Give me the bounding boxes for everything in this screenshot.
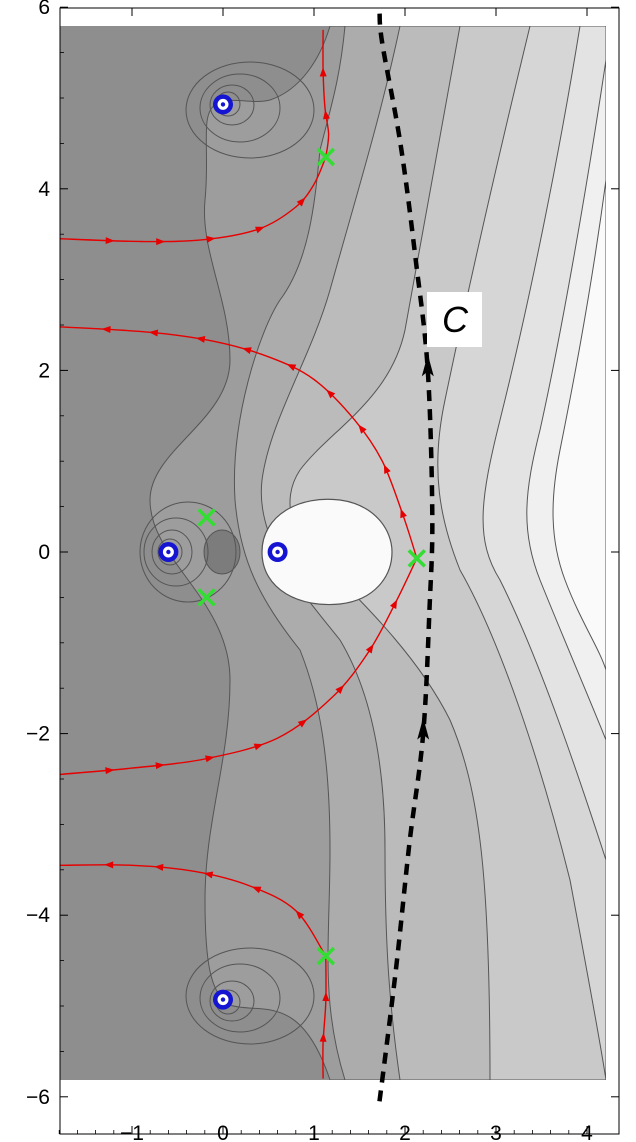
path-arrowhead — [104, 861, 114, 869]
path-arrowhead — [319, 67, 327, 77]
pole-marker-1 — [213, 94, 233, 115]
y-tick-label: −2 — [26, 723, 50, 746]
path-arrowhead — [319, 1032, 327, 1042]
contour-field — [60, 26, 606, 1080]
path-arrowhead — [296, 197, 306, 207]
y-tick-label: 2 — [38, 359, 50, 382]
saddle-marker-3 — [197, 588, 216, 607]
x-axis: −1 0 1 2 3 4 — [58, 8, 593, 1142]
x-tick-label: 4 — [581, 1122, 593, 1142]
steepest-paths — [60, 29, 418, 1079]
path-arrowhead — [255, 226, 265, 234]
contour-lobe-dark — [203, 529, 241, 575]
contour-arrowhead — [417, 717, 430, 740]
plot-frame — [59, 7, 620, 1135]
y-tick-label: −6 — [26, 1086, 50, 1109]
path-arrowhead — [253, 743, 264, 751]
path-arrowhead — [326, 389, 336, 399]
steepest-path-2 — [322, 29, 330, 158]
path-arrowhead — [155, 762, 165, 770]
path-arrowhead — [205, 755, 215, 763]
saddle-marker-2 — [197, 508, 216, 527]
path-arrowhead — [105, 237, 115, 245]
path-arrowhead — [154, 863, 164, 871]
x-tick-label: 3 — [490, 1122, 502, 1142]
pole-marker-3 — [267, 542, 288, 562]
markers — [158, 94, 427, 1010]
y-tick-label: −4 — [26, 904, 50, 927]
saddle-marker-4 — [407, 549, 427, 568]
y-axis: −6 −4 −2 0 2 4 6 — [26, 0, 619, 1109]
contour-label-box — [427, 292, 482, 347]
path-arrowhead — [322, 992, 330, 1002]
y-tick-label: 6 — [38, 0, 50, 19]
path-arrowhead — [203, 871, 214, 879]
contour-lobe-right-pole — [261, 498, 393, 606]
path-arrowhead — [383, 464, 391, 474]
contour-label: C — [442, 299, 469, 340]
path-arrowhead — [206, 235, 216, 243]
path-arrowhead — [156, 238, 166, 246]
contour-arrowhead — [421, 354, 434, 377]
path-arrowhead — [323, 109, 330, 120]
path-arrowhead — [251, 886, 262, 894]
path-arrowhead — [105, 767, 115, 775]
steepest-path-4 — [60, 558, 418, 776]
y-tick-label: 4 — [38, 178, 50, 201]
path-arrowhead — [195, 336, 206, 343]
path-arrowhead — [242, 347, 252, 354]
x-tick-label: 2 — [399, 1122, 411, 1142]
path-arrowhead — [389, 599, 398, 610]
path-arrowhead — [335, 685, 345, 695]
path-arrowhead — [297, 719, 308, 728]
contour-region-9 — [552, 179, 606, 671]
x-tick-label: 1 — [308, 1122, 320, 1142]
x-tick-label: 0 — [217, 1122, 229, 1142]
x-tick-label: −1 — [120, 1122, 144, 1142]
path-arrowhead — [286, 363, 297, 371]
path-arrowhead — [101, 326, 111, 334]
saddle-marker-1 — [316, 147, 336, 167]
pole-marker-4 — [213, 989, 233, 1010]
path-arrowhead — [295, 910, 305, 920]
path-arrowhead — [400, 508, 407, 519]
pole-marker-2 — [158, 542, 179, 562]
integration-contour — [377, 11, 435, 1102]
saddle-marker-5 — [316, 946, 336, 966]
steepest-path-6 — [322, 956, 327, 1079]
path-arrowhead — [358, 424, 367, 434]
y-tick-label: 0 — [38, 541, 50, 564]
path-arrowhead — [148, 329, 159, 337]
path-arrowhead — [365, 644, 374, 654]
